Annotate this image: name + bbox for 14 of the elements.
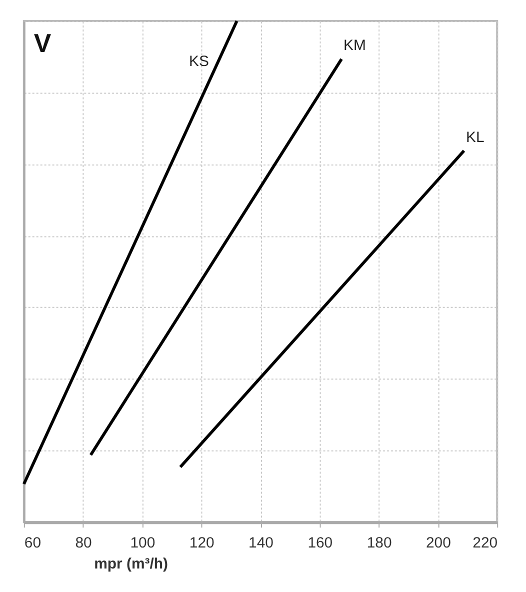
x-tick-label: 160 [308,534,333,552]
x-tick-label: 60 [24,534,42,552]
y-axis-title: V [34,30,52,58]
x-tick-label: 200 [426,534,451,552]
x-tick-label: 180 [366,534,392,552]
series-label: KM [344,37,366,54]
x-tick-label: 80 [75,534,92,552]
series-label: KS [189,52,209,70]
x-tick-label: 220 [472,534,498,552]
x-tick-label: 140 [248,534,274,552]
x-tick-label: 120 [189,534,214,552]
x-tick-label: 100 [130,534,156,552]
series-label: KL [466,128,484,146]
x-axis-title: mpr (m³/h) [94,555,168,572]
